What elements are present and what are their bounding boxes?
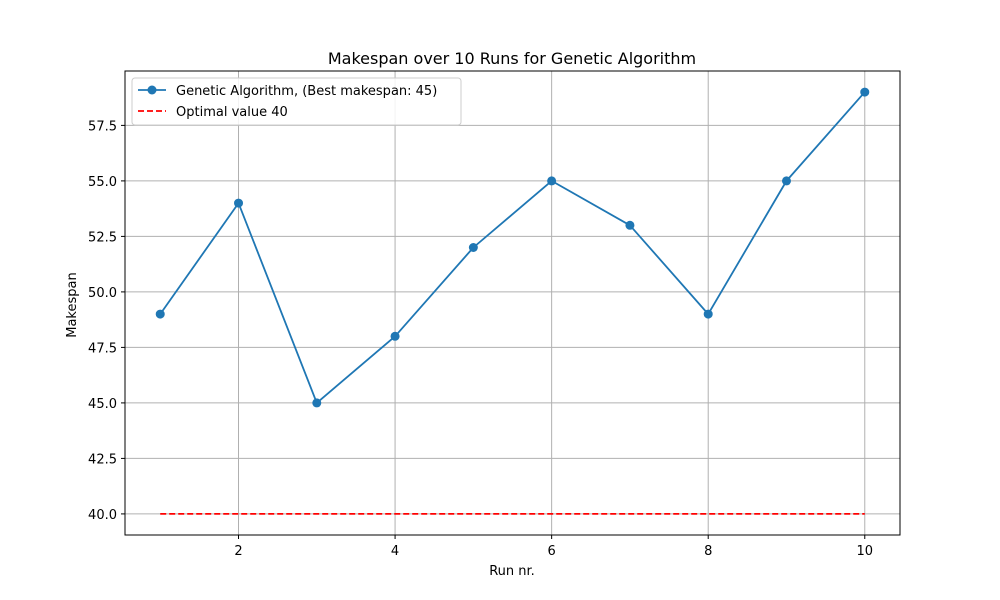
genetic-algorithm-point	[234, 198, 244, 208]
genetic-algorithm-point	[625, 220, 635, 230]
y-tick-label: 57.5	[88, 119, 117, 134]
x-tick-label: 2	[234, 544, 242, 559]
plot-frame	[124, 70, 901, 536]
y-tick-label: 50.0	[88, 286, 117, 301]
x-tick-label: 8	[704, 544, 712, 559]
genetic-algorithm-point	[547, 176, 557, 186]
y-tick-label: 45.0	[88, 397, 117, 412]
x-tick-label: 4	[391, 544, 399, 559]
y-tick-label: 55.0	[88, 175, 117, 190]
ticks: 2 4 6 8 10 40.0 42.5 45.0 47.5 50.0 52.5 55.0 57.5	[88, 119, 873, 559]
y-tick-label: 47.5	[88, 341, 117, 356]
genetic-algorithm-point	[312, 398, 322, 408]
genetic-algorithm-point	[781, 176, 791, 186]
genetic-algorithm-point	[860, 87, 870, 97]
legend-box	[131, 77, 462, 126]
legend-label-optimal-value: Optimal value 40	[176, 105, 288, 120]
genetic-algorithm-point	[468, 242, 478, 252]
series-layer	[155, 87, 870, 515]
x-tick-label: 6	[548, 544, 556, 559]
genetic-algorithm-line	[159, 91, 866, 404]
chart-title: Makespan over 10 Runs for Genetic Algori…	[328, 49, 696, 68]
y-axis-title: Makespan	[65, 272, 80, 337]
y-tick-label: 52.5	[88, 230, 117, 245]
genetic-algorithm-point	[703, 309, 713, 319]
x-axis-title: Run nr.	[489, 564, 535, 579]
x-tick-label: 10	[856, 544, 873, 559]
grid	[125, 71, 900, 535]
genetic-algorithm-point	[390, 331, 400, 341]
genetic-algorithm-point	[155, 309, 165, 319]
y-tick-label: 40.0	[88, 508, 117, 523]
y-tick-label: 42.5	[88, 452, 117, 467]
legend-marker-genetic-algorithm	[147, 85, 157, 95]
legend: Genetic Algorithm, (Best makespan: 45) O…	[131, 77, 462, 126]
legend-label-genetic-algorithm: Genetic Algorithm, (Best makespan: 45)	[176, 84, 437, 99]
